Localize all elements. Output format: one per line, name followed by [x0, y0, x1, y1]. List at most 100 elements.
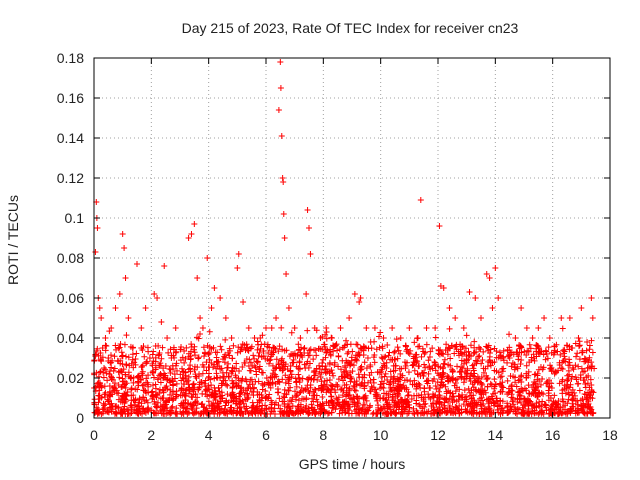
- background-point: [150, 368, 157, 375]
- background-point: [233, 382, 240, 389]
- background-point: [128, 386, 135, 393]
- background-point: [185, 373, 192, 380]
- data-point: [151, 291, 158, 297]
- background-point: [513, 383, 520, 390]
- data-point: [108, 325, 115, 331]
- background-point: [476, 345, 483, 352]
- background-point: [193, 334, 200, 341]
- data-point: [584, 339, 591, 345]
- background-point: [319, 359, 326, 366]
- background-point: [367, 388, 374, 395]
- background-point: [320, 381, 327, 388]
- background-point: [543, 380, 550, 387]
- data-point: [588, 295, 595, 301]
- background-point: [261, 405, 268, 412]
- background-point: [560, 398, 567, 405]
- background-point: [466, 375, 473, 382]
- background-point: [575, 380, 582, 387]
- background-point: [422, 349, 429, 356]
- background-point: [574, 350, 581, 357]
- background-point: [580, 377, 587, 384]
- background-point: [319, 394, 326, 401]
- background-point: [313, 352, 320, 359]
- data-point: [566, 315, 573, 321]
- background-point: [313, 396, 320, 403]
- background-point: [508, 349, 515, 356]
- data-point: [268, 325, 275, 331]
- background-point: [470, 365, 477, 372]
- background-point: [120, 366, 127, 373]
- background-point: [514, 351, 521, 358]
- background-point: [394, 355, 401, 362]
- background-point: [474, 358, 481, 365]
- background-point: [279, 364, 286, 371]
- background-point: [403, 343, 410, 350]
- background-point: [173, 380, 180, 387]
- background-point: [587, 376, 594, 383]
- background-point: [253, 358, 260, 365]
- background-point: [128, 385, 135, 392]
- background-point: [303, 396, 310, 403]
- background-point: [357, 367, 364, 374]
- background-point: [416, 381, 423, 388]
- background-point: [195, 386, 202, 393]
- background-point: [560, 347, 567, 354]
- background-point: [239, 364, 246, 371]
- background-point: [92, 351, 99, 358]
- background-point: [504, 359, 511, 366]
- background-point: [133, 350, 140, 357]
- background-point: [323, 335, 330, 342]
- background-point: [250, 352, 257, 359]
- background-point: [552, 369, 559, 376]
- background-point: [198, 401, 205, 408]
- background-point: [203, 367, 210, 374]
- background-point: [508, 382, 515, 389]
- background-point: [498, 373, 505, 380]
- background-point: [238, 346, 245, 353]
- background-point: [150, 374, 157, 381]
- background-point: [404, 377, 411, 384]
- background-point: [377, 329, 384, 336]
- background-point: [463, 357, 470, 364]
- background-point: [518, 400, 525, 407]
- background-point: [387, 385, 394, 392]
- background-point: [91, 401, 98, 408]
- data-point: [371, 325, 378, 331]
- background-point: [416, 401, 423, 408]
- background-point: [395, 406, 402, 413]
- background-point: [200, 344, 207, 351]
- background-point: [191, 366, 198, 373]
- y-tick-label: 0.08: [57, 250, 84, 266]
- background-point: [96, 387, 103, 394]
- data-point: [275, 107, 282, 113]
- background-point: [256, 363, 263, 370]
- background-point: [475, 353, 482, 360]
- background-point: [257, 345, 264, 352]
- background-point: [411, 410, 418, 417]
- background-point: [477, 379, 484, 386]
- background-point: [333, 395, 340, 402]
- background-point: [538, 410, 545, 417]
- background-point: [467, 371, 474, 378]
- data-point: [380, 335, 387, 341]
- background-point: [479, 356, 486, 363]
- background-point: [510, 373, 517, 380]
- data-point: [96, 305, 103, 311]
- background-point: [254, 359, 261, 366]
- background-point: [110, 367, 117, 374]
- background-point: [414, 358, 421, 365]
- background-point: [258, 397, 265, 404]
- background-point: [432, 334, 439, 341]
- data-point: [357, 295, 364, 301]
- background-point: [307, 384, 314, 391]
- background-point: [442, 395, 449, 402]
- background-point: [261, 410, 268, 417]
- background-point: [119, 375, 126, 382]
- background-point: [217, 343, 224, 350]
- data-point: [363, 325, 370, 331]
- background-point: [108, 352, 114, 359]
- background-point: [113, 403, 120, 410]
- background-point: [252, 410, 259, 417]
- data-point: [397, 335, 404, 341]
- background-point: [301, 345, 308, 352]
